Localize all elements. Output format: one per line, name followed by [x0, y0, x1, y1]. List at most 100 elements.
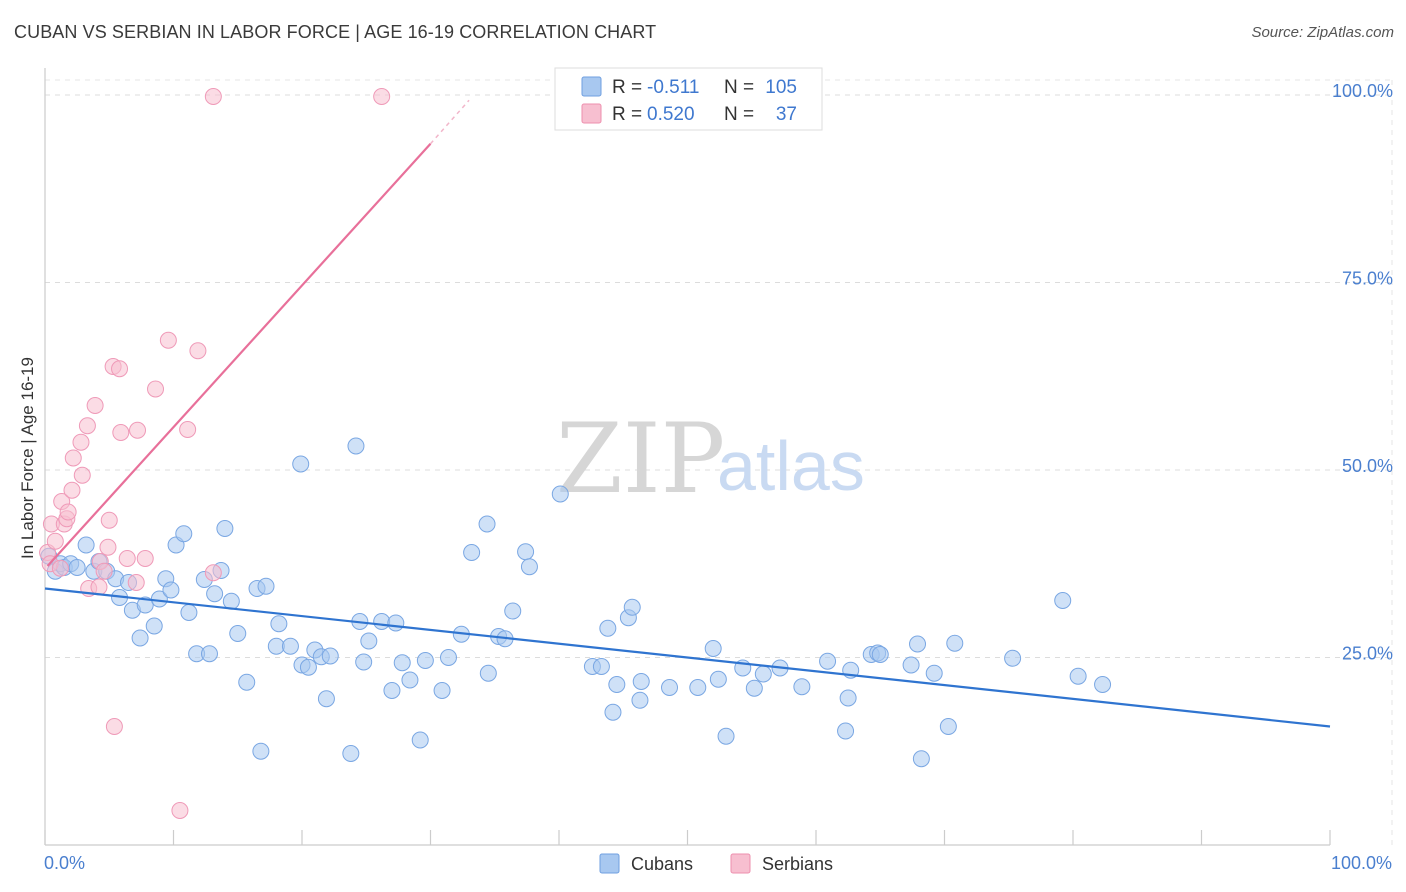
y-tick-label: 25.0% [1342, 644, 1393, 664]
data-point [136, 550, 154, 567]
data-point [517, 543, 535, 561]
data-point [257, 577, 275, 595]
series-serbians [39, 88, 391, 819]
data-point [604, 703, 622, 721]
y-tick-labels: 25.0% 50.0% 75.0% 100.0% [1332, 81, 1393, 664]
data-point [77, 536, 95, 554]
data-point [939, 718, 957, 735]
data-point [229, 625, 247, 642]
data-point [383, 682, 401, 699]
data-point [147, 380, 165, 398]
data-point [479, 664, 497, 682]
data-point [909, 635, 927, 653]
data-point [317, 690, 335, 708]
data-point [463, 544, 481, 561]
data-point [63, 481, 81, 499]
data-point [299, 658, 317, 676]
data-point [433, 682, 451, 699]
data-point [347, 437, 365, 455]
data-point [204, 88, 222, 105]
data-point [623, 598, 641, 616]
x-tick-label: 0.0% [44, 853, 85, 873]
data-point [793, 678, 811, 696]
legend-swatch-cubans [581, 76, 602, 97]
data-point [73, 466, 91, 484]
data-point [401, 671, 419, 689]
data-point [127, 574, 145, 591]
data-point [1004, 649, 1022, 667]
data-point [200, 645, 218, 663]
data-point [754, 665, 772, 683]
data-point [520, 558, 538, 576]
data-point [206, 585, 224, 603]
data-point [252, 742, 270, 760]
data-point [112, 424, 130, 441]
watermark-atlas: atlas [717, 427, 865, 505]
data-point [216, 520, 234, 537]
legend-n-label-cubans: N = [724, 77, 754, 98]
data-point [839, 689, 857, 707]
data-point [819, 652, 837, 670]
legend-swatch-serbians [581, 103, 602, 124]
trend-line-serbians [46, 143, 432, 567]
trend-line-cubans [44, 587, 1331, 728]
legend-bottom: Cubans Serbians [599, 853, 833, 874]
data-point [373, 88, 391, 105]
grid [45, 79, 1393, 845]
data-point [411, 731, 429, 749]
watermark: ZIP atlas [556, 403, 865, 515]
data-point [159, 331, 177, 349]
data-point [72, 433, 90, 451]
legend-n-value-serbians: 37 [776, 104, 797, 125]
data-point [387, 614, 405, 632]
chart-title: CUBAN VS SERBIAN IN LABOR FORCE | AGE 16… [14, 22, 657, 42]
data-point [86, 397, 104, 414]
data-point [360, 632, 378, 650]
data-point [162, 581, 180, 599]
data-point [592, 658, 610, 675]
data-point [608, 676, 626, 693]
data-point [1094, 676, 1112, 693]
data-point [270, 615, 288, 633]
trend-lines [44, 99, 1331, 728]
legend-r-label-cubans: R = [612, 77, 642, 98]
data-point [925, 664, 943, 682]
data-point [689, 679, 707, 696]
data-point [745, 679, 763, 697]
data-point [661, 679, 679, 696]
data-point [100, 511, 118, 529]
data-point [393, 654, 411, 672]
data-point [704, 640, 722, 657]
data-point [1069, 667, 1087, 685]
data-point [136, 596, 154, 614]
data-point [709, 670, 727, 688]
axes [44, 68, 1331, 846]
data-point [51, 559, 69, 577]
bottom-legend-swatch-cubans [599, 853, 620, 874]
bottom-legend-label-serbians: Serbians [762, 854, 833, 874]
x-tick-label: 100.0% [1331, 853, 1392, 873]
legend-r-value-serbians: 0.520 [647, 104, 695, 125]
data-point [171, 802, 189, 819]
data-point [59, 503, 77, 521]
data-point [599, 619, 617, 637]
data-point [118, 550, 136, 567]
data-point [717, 727, 735, 745]
data-point [551, 485, 569, 503]
legend-r-value-cubans: -0.511 [647, 77, 699, 98]
data-point [1054, 592, 1072, 609]
data-point [179, 421, 197, 438]
data-point [99, 538, 117, 556]
data-point [175, 525, 193, 543]
data-point [281, 637, 299, 655]
data-point [292, 455, 310, 473]
y-axis-label: In Labor Force | Age 16-19 [18, 357, 37, 559]
bottom-legend-swatch-serbians [730, 853, 751, 874]
data-point [478, 515, 496, 533]
x-tick-labels: 0.0% 100.0% [44, 853, 1392, 873]
y-tick-label: 100.0% [1332, 81, 1393, 101]
data-point [267, 637, 285, 655]
data-point [131, 629, 149, 647]
data-point [78, 417, 96, 435]
y-tick-label: 75.0% [1342, 269, 1393, 289]
